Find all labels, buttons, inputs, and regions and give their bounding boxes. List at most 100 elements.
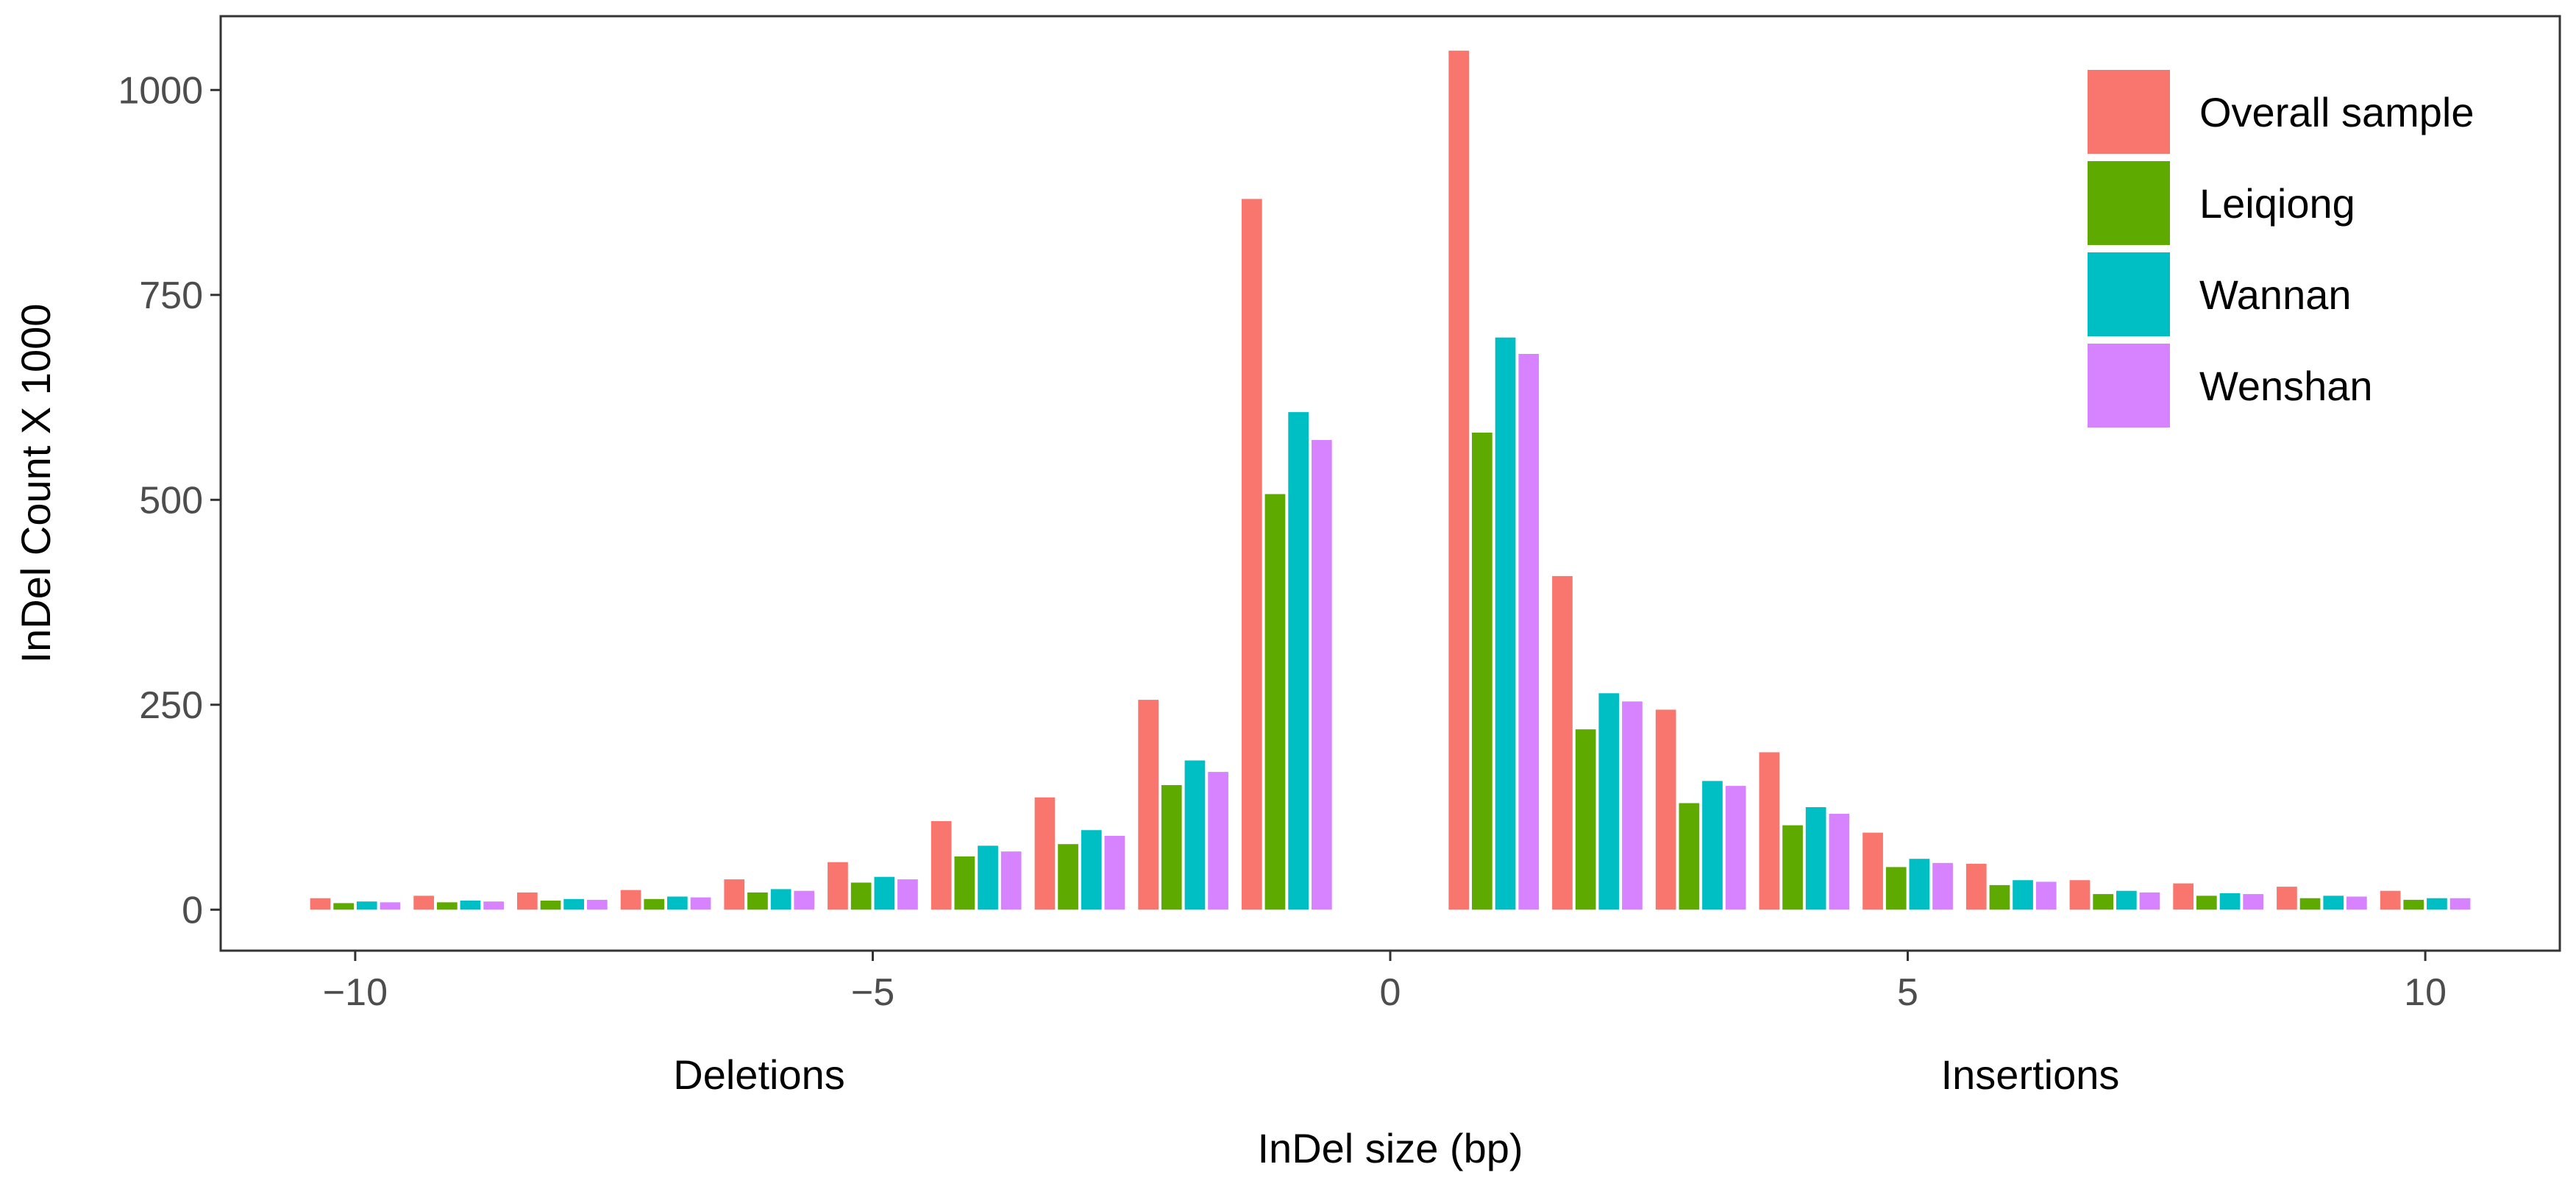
legend-label: Overall sample [2199, 89, 2474, 135]
bar [874, 876, 895, 910]
bars-layer [310, 50, 2471, 910]
bar [897, 879, 918, 910]
bar [2243, 894, 2263, 910]
bar [1472, 432, 1492, 910]
bar [1965, 863, 1987, 910]
bar [2139, 892, 2160, 910]
bar [1495, 337, 1516, 910]
bar [1909, 859, 1930, 910]
bar [850, 882, 872, 910]
bar [333, 903, 354, 910]
bar [1288, 412, 1309, 910]
bar [2380, 890, 2401, 910]
bar [1885, 867, 1907, 910]
bar [2196, 895, 2217, 910]
bar [1552, 575, 1573, 910]
bar [1679, 803, 1700, 910]
plot-panel-border [219, 15, 2561, 952]
bar [690, 897, 711, 910]
x-tick-label: 5 [1897, 971, 1918, 1014]
bar [460, 901, 481, 910]
bar [1161, 785, 1182, 910]
bar [1829, 814, 1850, 910]
x-tick-label: 0 [1380, 971, 1401, 1014]
legend-key [2088, 252, 2170, 336]
bar [310, 898, 331, 910]
bar [2427, 898, 2447, 910]
bar [1759, 752, 1780, 910]
bar [1725, 786, 1746, 910]
y-axis: 0 250 500 750 1000 [118, 69, 221, 932]
bar [2093, 894, 2113, 910]
bar [747, 892, 768, 910]
legend-key [2088, 161, 2170, 245]
legend: Overall sample Leiqiong Wannan Wenshan [2088, 70, 2474, 428]
x-axis: −10 −5 0 5 10 [323, 951, 2447, 1014]
bar [978, 845, 998, 910]
bar [1448, 50, 1470, 910]
bar [1208, 772, 1228, 910]
bar [1862, 832, 1883, 910]
legend-key [2088, 70, 2170, 154]
bar [667, 896, 688, 910]
bar [1622, 701, 1643, 910]
bar [794, 890, 815, 910]
y-tick-label: 250 [139, 684, 203, 727]
bar [1805, 807, 1826, 910]
y-tick-label: 750 [139, 274, 203, 317]
bar [1932, 862, 1953, 910]
bar [620, 890, 641, 910]
y-tick-label: 500 [139, 479, 203, 522]
bar [2277, 887, 2297, 910]
bar [724, 879, 745, 910]
bar [1242, 199, 1262, 910]
legend-label: Leiqiong [2199, 180, 2355, 227]
bar [1138, 700, 1159, 910]
bar [644, 898, 665, 910]
bar [2035, 881, 2057, 910]
bar [1575, 729, 1596, 910]
legend-key [2088, 344, 2170, 428]
y-tick-label: 1000 [118, 69, 203, 112]
bar [413, 895, 434, 910]
bar [2346, 896, 2367, 910]
legend-label: Wannan [2199, 272, 2352, 318]
bar [1655, 709, 1676, 910]
x-axis-title: InDel size (bp) [1257, 1125, 1523, 1171]
bar [1598, 693, 1620, 910]
bar [2173, 883, 2193, 910]
bar [2116, 890, 2137, 910]
bar [2323, 895, 2344, 910]
bar [1058, 844, 1078, 910]
bar [1312, 440, 1332, 910]
x-tick-label: −5 [851, 971, 894, 1014]
bar [1000, 851, 1022, 910]
x-tick-label: 10 [2404, 971, 2447, 1014]
bar [2219, 893, 2241, 910]
y-tick-label: 0 [182, 889, 203, 932]
bar [1034, 797, 1056, 910]
bar [954, 856, 975, 910]
bar [356, 901, 377, 910]
bar [563, 898, 584, 910]
bar [540, 901, 561, 910]
group-label-deletions: Deletions [673, 1051, 844, 1098]
bar [1264, 494, 1286, 910]
bar [1989, 884, 2010, 910]
bar [2069, 880, 2091, 910]
bar [2299, 898, 2321, 910]
bar [1518, 354, 1540, 910]
bar [437, 902, 458, 910]
bar [1184, 760, 1206, 910]
bar [587, 899, 608, 910]
bar [2013, 880, 2033, 910]
group-label-insertions: Insertions [1941, 1051, 2120, 1098]
bar [1782, 825, 1803, 910]
bar [2403, 899, 2424, 910]
bar [483, 901, 504, 910]
bar [828, 862, 848, 910]
y-axis-title: InDel Count X 1000 [13, 304, 59, 664]
bar [1104, 836, 1125, 910]
